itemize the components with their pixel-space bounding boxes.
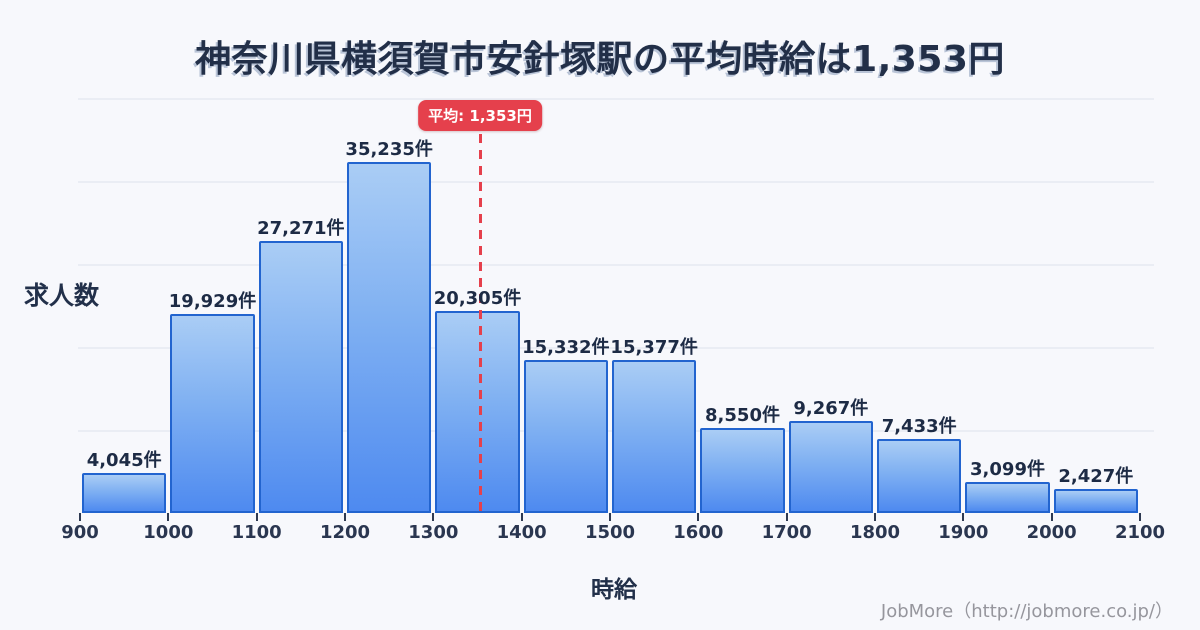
bar-value-label: 3,099件 [970,459,1045,480]
gridline [78,347,1154,349]
x-axis-tick [609,513,611,521]
x-axis-tick-label: 1600 [673,522,724,543]
histogram-bar [347,162,432,513]
histogram-bar [612,360,697,513]
x-axis-tick-label: 1700 [761,522,812,543]
histogram-bar [82,473,167,513]
x-axis-tick-label: 1800 [849,522,901,543]
x-axis-tick [874,513,876,521]
histogram-bar [435,311,520,513]
x-axis-tick-label: 900 [61,522,99,543]
x-axis-tick [697,513,700,521]
bar-value-label: 19,929件 [168,291,257,312]
x-axis-tick [785,513,788,521]
x-axis-tick [167,513,170,521]
bar-value-label: 9,267件 [793,398,869,419]
bar-value-label: 20,305件 [433,288,522,309]
x-axis-tick-label: 1300 [408,522,459,543]
x-axis-tick-label: 1500 [584,522,636,543]
gridline [78,264,1154,266]
bar-value-label: 27,271件 [257,218,345,239]
x-axis-tick [344,513,346,521]
bar-value-label: 35,235件 [345,139,433,160]
bar-value-label: 15,377件 [610,337,698,358]
x-axis-tick [520,513,523,521]
bar-value-label: 7,433件 [881,416,957,437]
x-axis-tick-label: 1400 [496,522,547,543]
x-axis-tick-label: 1100 [231,522,282,543]
x-axis-tick [1050,513,1053,521]
histogram-bar [170,314,255,513]
histogram-bar [700,428,785,513]
x-axis-tick-label: 2100 [1114,522,1166,543]
x-axis-tick-label: 1900 [938,522,989,543]
y-axis-label: 求人数 [24,281,100,310]
average-badge: 平均: 1,353円 [418,100,542,131]
x-axis-tick-label: 2000 [1026,522,1077,543]
histogram-bar [258,241,343,513]
footer-credit: JobMore（http://jobmore.co.jp/） [880,601,1173,622]
x-axis-tick [962,513,965,521]
histogram-bar [877,439,962,513]
x-axis-tick [1139,513,1141,521]
bar-value-label: 15,332件 [522,337,610,358]
gridline [78,181,1154,183]
x-axis-label: 時給 [591,577,637,603]
average-line [478,134,482,513]
bar-value-label: 8,550件 [705,405,780,426]
histogram-bar [1053,489,1138,513]
histogram-bar [788,421,873,513]
x-axis-tick [79,513,81,521]
x-axis-tick [432,513,435,521]
histogram-bar [523,360,608,513]
x-axis-tick-label: 1200 [319,522,371,543]
x-axis-tick-label: 1000 [143,522,194,543]
gridline [78,98,1154,100]
histogram-bar [965,482,1050,513]
bar-value-label: 2,427件 [1058,466,1134,487]
page-title: 神奈川県横須賀市安針塚駅の平均時給は1,353円 [195,39,1005,80]
x-axis-tick [255,513,258,521]
bar-value-label: 4,045件 [86,450,162,471]
